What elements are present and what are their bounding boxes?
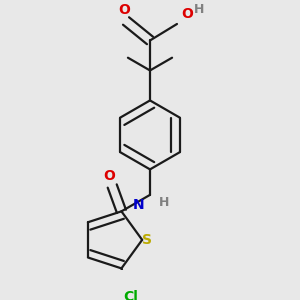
Text: N: N [132, 198, 144, 212]
Text: S: S [142, 233, 152, 247]
Text: Cl: Cl [124, 290, 139, 300]
Text: O: O [103, 169, 115, 183]
Text: O: O [182, 7, 194, 21]
Text: H: H [194, 3, 204, 16]
Text: H: H [159, 196, 169, 209]
Text: O: O [118, 3, 130, 17]
